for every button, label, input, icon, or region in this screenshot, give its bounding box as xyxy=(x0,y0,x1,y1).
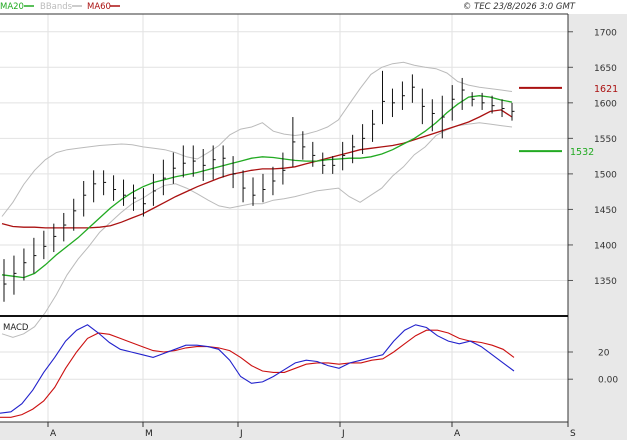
price-tick-label: 1600 xyxy=(594,99,617,109)
price-tick-label: 1500 xyxy=(594,170,617,180)
ma20-line xyxy=(1,95,513,279)
macd-tick-label: 20 xyxy=(598,349,610,359)
x-tick-label: S xyxy=(570,429,576,439)
price-axis-labels: 1350 1400 1450 1500 1550 1600 1650 1700 xyxy=(568,28,617,287)
price-tick-label: 1350 xyxy=(594,277,617,287)
bbands-upper-line xyxy=(1,61,513,217)
level-marker-label: 1532 xyxy=(570,147,594,158)
level-marker-label: 1621 xyxy=(594,84,618,95)
price-tick-label: 1650 xyxy=(594,64,617,74)
legend-bbands-label: BBands xyxy=(40,2,73,12)
macd-signal-line xyxy=(0,329,515,418)
ma60-layer xyxy=(1,109,513,229)
x-tick-label: M xyxy=(145,429,153,439)
macd-lines xyxy=(0,324,515,418)
ohlc-bars xyxy=(3,70,515,302)
price-tick-label: 1700 xyxy=(594,28,617,38)
legend: MA20 BBands MA60 xyxy=(0,2,120,12)
ma60-line xyxy=(1,109,513,229)
price-grid xyxy=(0,14,569,422)
macd-tick-label: 0.00 xyxy=(598,376,618,386)
x-tick-label: A xyxy=(50,429,57,439)
x-tick-label: A xyxy=(454,429,461,439)
x-axis-panel xyxy=(0,422,568,440)
macd-axis-labels: 0.00 20 xyxy=(568,349,618,386)
legend-ma60-label: MA60 xyxy=(87,2,111,12)
macd-label: MACD xyxy=(3,323,29,333)
macd-line xyxy=(0,324,515,414)
x-tick-label: J xyxy=(341,429,345,439)
price-annotations: 1621 1532 xyxy=(519,84,618,158)
price-tick-label: 1550 xyxy=(594,135,617,145)
y-axis-panel xyxy=(568,14,627,440)
price-tick-label: 1400 xyxy=(594,241,617,251)
price-tick-label: 1450 xyxy=(594,206,617,216)
x-tick-label: J xyxy=(239,429,243,439)
ma20-layer xyxy=(1,95,513,279)
legend-ma20-label: MA20 xyxy=(0,2,24,12)
macd-grid xyxy=(0,351,568,380)
bbands-layer xyxy=(1,61,513,338)
copyright-text: © TEC 23/8/2026 3:0 GMT xyxy=(463,2,576,12)
bbands-lower-line xyxy=(1,122,513,338)
